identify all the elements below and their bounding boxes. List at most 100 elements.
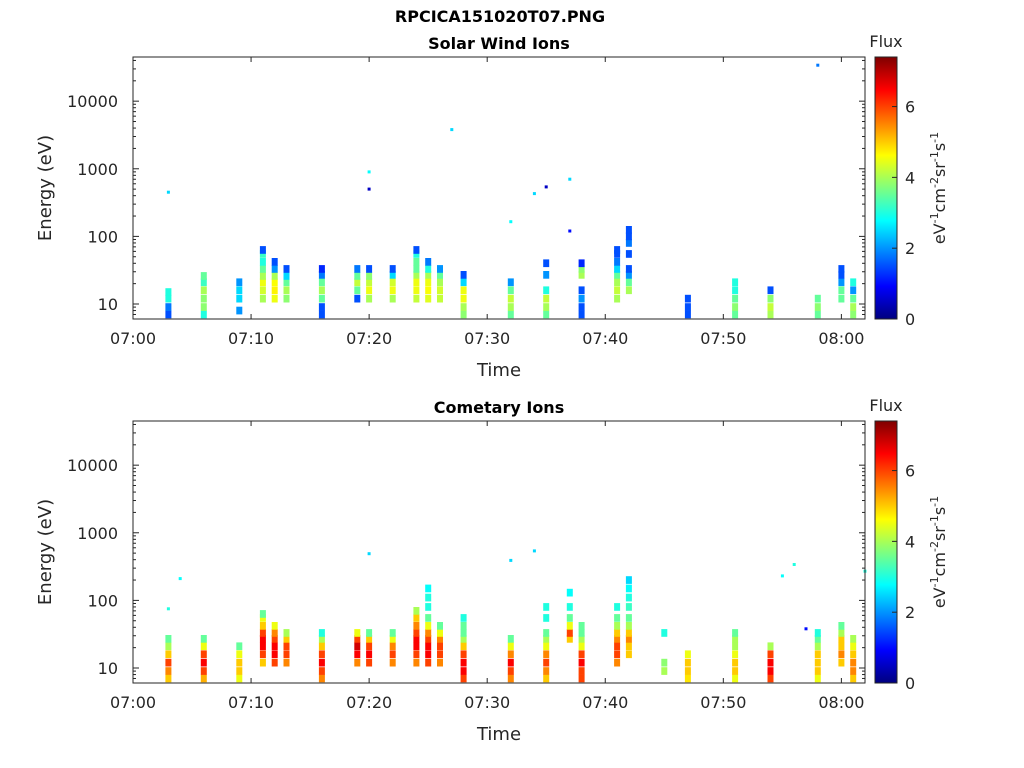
heatmap-cell <box>767 674 774 683</box>
colorbar-tick-label: 2 <box>905 239 915 258</box>
heatmap-cell <box>814 674 821 683</box>
heatmap-cell <box>566 629 573 637</box>
heatmap-cometary <box>165 549 867 683</box>
heatmap-cell <box>200 642 207 651</box>
heatmap-cell <box>413 246 420 254</box>
heatmap-cell <box>732 278 739 287</box>
y-tick-label: 10 <box>98 659 118 678</box>
heatmap-cell <box>578 674 585 683</box>
heatmap-cell <box>578 294 585 303</box>
x-tick-label: 07:00 <box>110 693 156 712</box>
heatmap-cell <box>259 629 266 637</box>
heatmap-cell <box>318 294 325 303</box>
heatmap-cell <box>684 674 691 683</box>
heatmap-cell <box>389 658 396 667</box>
heatmap-cell <box>165 303 172 311</box>
heatmap-cell <box>437 642 443 651</box>
colorbar-tick-label: 0 <box>905 674 915 693</box>
colorbar-tick-label: 4 <box>905 532 915 551</box>
heatmap-cell <box>354 294 361 303</box>
heatmap-cell <box>259 272 266 280</box>
heatmap-cell <box>625 232 632 241</box>
x-tick-label: 07:50 <box>700 329 746 348</box>
heatmap-cell <box>425 658 432 667</box>
heatmap-cell <box>165 294 172 303</box>
heatmap-cell <box>165 635 172 643</box>
heatmap-cell <box>236 667 243 675</box>
heatmap-cell <box>259 614 266 622</box>
heatmap-point <box>544 185 548 189</box>
heatmap-cell <box>460 278 467 287</box>
heatmap-cell <box>200 294 207 303</box>
heatmap-cell <box>838 622 845 630</box>
heatmap-cell <box>259 294 266 303</box>
heatmap-cell <box>437 278 443 287</box>
panel-title-solar-wind: Solar Wind Ions <box>428 34 570 53</box>
x-tick-label: 07:00 <box>110 329 156 348</box>
heatmap-cell <box>259 642 266 651</box>
y-axis-label-cometary: Energy (eV) <box>35 499 56 605</box>
heatmap-cell <box>614 614 621 622</box>
heatmap-cell <box>507 642 514 651</box>
heatmap-cell <box>236 642 243 651</box>
heatmap-cell <box>614 650 621 659</box>
heatmap-cell <box>366 265 373 273</box>
colorbar-title-solar-wind: Flux <box>869 32 902 51</box>
heatmap-cell <box>625 622 632 630</box>
heatmap-cell <box>200 272 207 280</box>
heatmap-cell <box>614 246 621 254</box>
heatmap-cell <box>318 286 325 295</box>
heatmap-cell <box>578 265 585 273</box>
heatmap-point <box>780 574 784 578</box>
heatmap-cell <box>413 642 420 651</box>
heatmap-cell <box>507 635 514 643</box>
heatmap-cell <box>578 622 585 630</box>
heatmap-cell <box>413 286 420 295</box>
heatmap-cell <box>732 650 739 659</box>
heatmap-cell <box>614 250 621 258</box>
heatmap-cell <box>566 588 573 597</box>
heatmap-point <box>367 170 371 174</box>
x-axis-solar-wind: 07:00 07:10 07:20 07:30 07:40 07:50 08:00 <box>110 57 864 348</box>
heatmap-cell <box>413 658 420 667</box>
heatmap-cell <box>625 250 632 258</box>
heatmap-point <box>532 549 536 553</box>
heatmap-cell <box>578 667 585 675</box>
heatmap-cell <box>732 667 739 675</box>
heatmap-cell <box>259 658 266 667</box>
heatmap-cell <box>850 278 857 287</box>
heatmap-cell <box>389 650 396 659</box>
colorbar-tick-label: 2 <box>905 603 915 622</box>
heatmap-cell <box>413 265 420 273</box>
heatmap-cell <box>437 286 443 295</box>
heatmap-cell <box>460 622 467 630</box>
heatmap-cell <box>543 271 550 279</box>
x-tick-label: 08:00 <box>818 329 864 348</box>
heatmap-cell <box>543 303 550 311</box>
heatmap-cell <box>732 642 739 651</box>
heatmap-cell <box>543 642 550 651</box>
heatmap-cell <box>460 310 467 319</box>
heatmap-cell <box>259 250 266 258</box>
y-axis-solar-wind: 10 100 1000 10000 <box>67 59 865 320</box>
heatmap-cell <box>413 294 420 303</box>
heatmap-cell <box>814 310 821 319</box>
heatmap-cell <box>838 271 845 279</box>
y-axis-cometary: 10 100 1000 10000 <box>67 423 865 684</box>
heatmap-cell <box>543 310 550 319</box>
heatmap-cell <box>236 294 243 303</box>
heatmap-cell <box>814 658 821 667</box>
colorbar-solar-wind <box>874 56 898 320</box>
x-tick-label: 08:00 <box>818 693 864 712</box>
heatmap-cell <box>259 258 266 266</box>
heatmap-cell <box>413 271 420 279</box>
heatmap-cell <box>767 642 774 651</box>
heatmap-cell <box>460 294 467 303</box>
heatmap-cell <box>271 650 278 659</box>
y-tick-label: 100 <box>87 227 118 246</box>
heatmap-cell <box>838 286 845 295</box>
heatmap-cell <box>283 278 290 287</box>
colorbar-ticks-cometary: 0 2 4 6 <box>892 462 915 693</box>
heatmap-cell <box>578 303 585 311</box>
